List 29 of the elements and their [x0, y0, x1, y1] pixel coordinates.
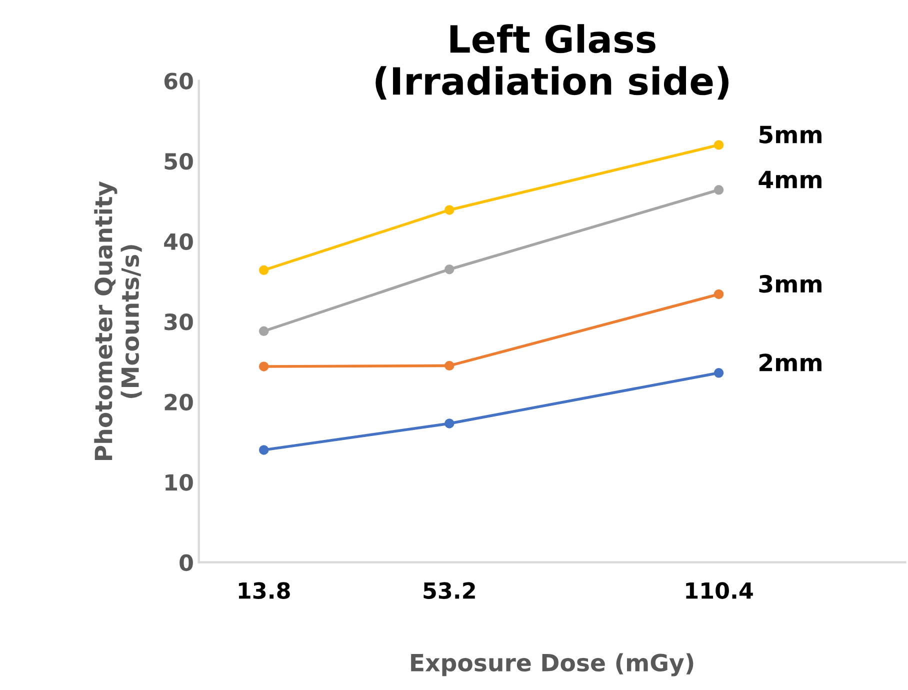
y-axis-title: Photometer Quantity (Mcounts/s) [94, 181, 142, 460]
x-tick-label: 13.8 [238, 582, 290, 599]
y-tick-label: 0 [180, 554, 193, 572]
point [444, 205, 454, 215]
series-label: 5mm [759, 126, 822, 144]
series-label: 4mm [758, 170, 822, 188]
point [258, 326, 269, 336]
x-tick-label: 110.4 [686, 582, 753, 599]
y-tick-label: 60 [164, 72, 193, 90]
point [714, 289, 724, 300]
point [714, 140, 724, 150]
y-tick-label: 50 [164, 152, 193, 170]
y-tick-label: 30 [164, 313, 193, 330]
x-tick-label: 53.2 [424, 582, 475, 599]
point [444, 418, 454, 428]
y-tick-label: 40 [164, 233, 193, 250]
point [444, 264, 454, 274]
series-label: 2mm [760, 354, 822, 372]
point [258, 362, 269, 372]
point [714, 368, 724, 378]
point [258, 265, 269, 276]
series-label: 3mm [759, 274, 822, 293]
point [444, 360, 454, 371]
y-tick-label: 20 [164, 394, 193, 411]
point [714, 185, 724, 195]
y-tick-label: 10 [166, 474, 193, 491]
point [258, 445, 269, 455]
chart-title: Left Glass (Irradiation side) [376, 24, 728, 100]
x-axis-title: Exposure Dose (mGy) [411, 653, 694, 676]
